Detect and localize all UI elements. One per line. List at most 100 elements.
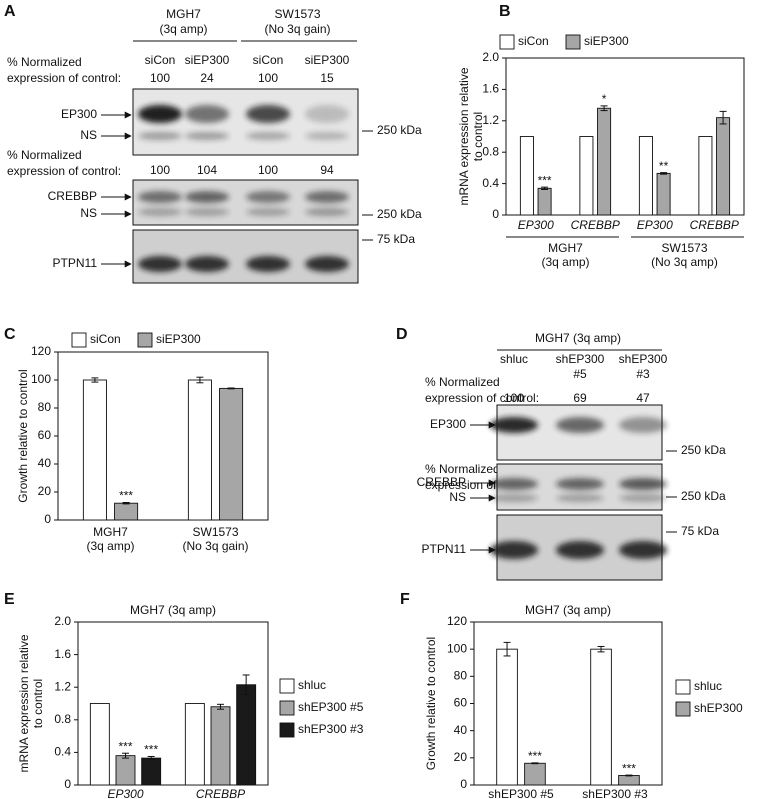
group-label: SW1573	[661, 241, 707, 255]
chart-title: MGH7 (3q amp)	[130, 603, 216, 617]
normalized-value: 100	[150, 71, 170, 85]
normalization-heading: expression of control:	[7, 164, 121, 178]
bar	[618, 775, 640, 786]
x-tick-label: shEP300 #3	[582, 787, 648, 799]
blot-band	[185, 256, 229, 272]
significance-label: ***	[622, 761, 636, 775]
blot-image	[132, 229, 359, 284]
blot-band	[305, 132, 349, 140]
significance-label: ***	[144, 743, 158, 757]
plot-frame	[505, 57, 745, 216]
y-axis-label: mRNA expression relative	[457, 67, 471, 205]
significance-label: ***	[118, 739, 132, 753]
protein-label: PTPN11	[422, 542, 467, 556]
normalized-value: 15	[320, 71, 334, 85]
normalized-value: 94	[320, 163, 334, 177]
bar	[184, 703, 205, 786]
blot-band	[138, 105, 182, 123]
blot-band	[556, 478, 604, 490]
bar	[219, 387, 244, 521]
normalized-value: 24	[200, 71, 214, 85]
y-tick-label: 0	[44, 512, 51, 526]
legend-label: shluc	[298, 678, 326, 692]
legend-swatch	[675, 679, 691, 695]
blot-band	[305, 208, 349, 216]
y-tick-label: 40	[454, 723, 468, 737]
protein-label: EP300	[430, 417, 466, 431]
bar	[210, 706, 231, 786]
protein-label: EP300	[61, 107, 97, 121]
y-axis-label: mRNA expression relative	[17, 634, 31, 772]
size-marker-label: 250 kDa	[377, 123, 422, 137]
cell-line: MGH7	[166, 7, 201, 21]
bar	[698, 136, 713, 216]
bar	[579, 136, 594, 216]
blot-band	[556, 541, 604, 559]
blot-band	[619, 478, 667, 490]
y-tick-label: 80	[38, 400, 52, 414]
blot-band	[138, 132, 182, 140]
legend-label: siEP300	[156, 332, 201, 346]
x-tick-label: SW1573	[192, 525, 238, 539]
y-tick-label: 0.4	[482, 176, 499, 190]
plot-frame	[77, 621, 269, 786]
x-tick-label: shEP300 #5	[488, 787, 554, 799]
bar	[82, 379, 107, 521]
y-axis-label: Growth relative to control	[424, 637, 438, 770]
lane-label: siEP300	[185, 53, 230, 67]
blot-band	[246, 256, 290, 272]
bar	[590, 648, 612, 786]
blot-band	[556, 417, 604, 433]
lane-label: siCon	[253, 53, 284, 67]
normalization-heading: % Normalized	[425, 375, 500, 389]
blot-image	[490, 463, 667, 511]
normalized-value: 69	[573, 391, 587, 405]
y-tick-label: 100	[31, 372, 51, 386]
size-marker-label: 75 kDa	[681, 524, 719, 538]
normalized-value: 100	[504, 391, 524, 405]
y-tick-label: 1.6	[482, 82, 499, 96]
size-marker-label: 250 kDa	[681, 443, 726, 457]
protein-label: NS	[449, 490, 466, 504]
significance-label: ***	[538, 173, 552, 187]
blot-band	[138, 256, 182, 272]
group-label: MGH7	[548, 241, 583, 255]
y-tick-label: 60	[38, 428, 52, 442]
significance-label: ***	[528, 749, 542, 763]
y-axis-label: Growth relative to control	[16, 369, 30, 502]
x-tick-label: CREBBP	[571, 218, 620, 232]
blot-image	[490, 514, 667, 581]
protein-label: NS	[80, 128, 97, 142]
y-tick-label: 120	[447, 614, 467, 628]
y-tick-label: 0.8	[482, 144, 499, 158]
x-tick-label: EP300	[107, 787, 143, 799]
bar	[236, 684, 257, 786]
bar	[141, 757, 162, 786]
y-tick-label: 1.2	[54, 679, 71, 693]
bar	[187, 379, 212, 521]
protein-label: NS	[80, 206, 97, 220]
y-tick-label: 1.6	[54, 647, 71, 661]
legend-swatch	[565, 34, 581, 50]
blot-band	[185, 132, 229, 140]
normalization-heading: expression of control:	[7, 71, 121, 85]
blot-band	[619, 417, 667, 433]
panel-letter: F	[400, 591, 410, 608]
legend-label: shEP300 #3	[298, 722, 364, 736]
legend-swatch	[279, 700, 295, 716]
bar	[524, 762, 546, 786]
significance-label: *	[602, 92, 607, 106]
y-tick-label: 40	[38, 456, 52, 470]
bar	[114, 502, 139, 521]
blot-band	[246, 132, 290, 140]
x-tick-note: (3q amp)	[86, 539, 134, 553]
legend-swatch	[279, 678, 295, 694]
blot-band	[305, 256, 349, 272]
panel-letter: D	[396, 326, 408, 343]
size-marker-label: 75 kDa	[377, 232, 415, 246]
lane-label: shEP300	[556, 352, 605, 366]
significance-label: ***	[119, 489, 133, 503]
x-tick-label: EP300	[518, 218, 554, 232]
